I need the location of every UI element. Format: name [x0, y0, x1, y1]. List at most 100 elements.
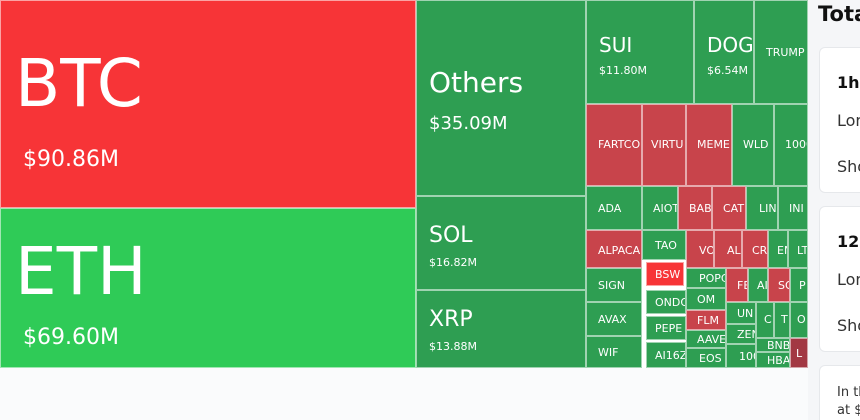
tile-alpaca[interactable]: ALPACA [586, 230, 642, 268]
tile-symbol: BSW [655, 268, 681, 281]
tile-symbol: BAB [689, 202, 712, 215]
tile-symbol: INI [789, 202, 804, 215]
tile-symbol: LIN [759, 202, 777, 215]
tile-avax[interactable]: AVAX [586, 302, 642, 336]
tile-symbol: O [797, 313, 806, 326]
tile-symbol: FE [737, 279, 747, 292]
tile-symbol: AI [757, 279, 768, 292]
tile-popc[interactable]: POPC [686, 268, 726, 288]
tile-symbol: XRP [429, 307, 473, 332]
tile-symbol: 1000 [785, 138, 807, 151]
tile-symbol: MEME [697, 138, 730, 151]
liquidation-summary-card: In th at $ [819, 365, 860, 420]
tile-eos[interactable]: EOS [686, 348, 726, 368]
tile-symbol: 100 [739, 350, 755, 363]
tile-eth[interactable]: ETH $69.60M [0, 208, 416, 368]
tile-ini[interactable]: INI [778, 186, 808, 230]
tile-symbol: AVAX [598, 313, 627, 326]
tile-sol[interactable]: SOL $16.82M [416, 196, 586, 290]
tile-ondo[interactable]: ONDO [646, 290, 686, 314]
tile-symbol: ADA [598, 202, 622, 215]
tile-symbol: VIRTU [651, 138, 684, 151]
tile-lt[interactable]: LT [788, 230, 808, 268]
tile-ada[interactable]: ADA [586, 186, 642, 230]
tile-symbol: HBA [767, 354, 790, 367]
card-short-label-1h: Sho [837, 157, 860, 176]
tile-symbol: LT [797, 244, 808, 257]
tile-a_mini[interactable]: AI [748, 268, 768, 302]
tile-un[interactable]: UN [726, 302, 756, 324]
tile-s_mini[interactable]: SO [768, 268, 790, 302]
tile-value: $16.82M [429, 256, 477, 269]
tile-meme[interactable]: MEME [686, 104, 732, 186]
tile-flm[interactable]: FLM [686, 310, 726, 330]
tile-btc[interactable]: BTC $90.86M [0, 0, 416, 208]
tile-symbol: C [764, 313, 772, 326]
card-long-label-12h: Lon [837, 270, 860, 289]
tile-p_mini[interactable]: P [790, 268, 808, 302]
tile-xrp[interactable]: XRP $13.88M [416, 290, 586, 368]
tile-sign[interactable]: SIGN [586, 268, 642, 302]
tile-t_mini[interactable]: T [774, 302, 790, 338]
tile-en[interactable]: EN [768, 230, 788, 268]
tile-wif[interactable]: WIF [586, 336, 642, 368]
tile-others[interactable]: Others $35.09M [416, 0, 586, 196]
tile-aave[interactable]: AAVE [686, 330, 726, 348]
tile-value: $69.60M [23, 325, 119, 350]
tile-trump[interactable]: TRUMP [754, 0, 808, 104]
tile-cat[interactable]: CAT [712, 186, 746, 230]
tile-symbol: FARTCO [598, 138, 641, 151]
tile-cr[interactable]: CR [742, 230, 768, 268]
tile-symbol: P [799, 279, 806, 292]
tile-symbol: AIOT [653, 202, 678, 215]
tile-o_mini[interactable]: O [790, 302, 808, 338]
tile-symbol: PEPE [655, 322, 683, 335]
tile-pepe[interactable]: PEPE [646, 316, 686, 340]
tile-al[interactable]: AL [714, 230, 742, 268]
tile-value: $11.80M [599, 64, 647, 77]
summary-text-line1: In th [837, 385, 860, 400]
tile-symbol: AI16Z [655, 349, 686, 362]
tile-tao[interactable]: TAO [642, 230, 686, 260]
tile-symbol: Others [429, 66, 524, 99]
tile-symbol: AL [727, 244, 741, 257]
tile-symbol: OM [697, 293, 716, 306]
liquidation-card-12h[interactable]: 12h Lon Sho [819, 206, 860, 352]
tile-zen[interactable]: ZEN [726, 324, 756, 344]
tile-ai16z[interactable]: AI16Z [646, 342, 686, 368]
tile-symbol: VO [699, 244, 714, 257]
tile-symbol: CAT [723, 202, 745, 215]
tile-wld[interactable]: WLD [732, 104, 774, 186]
tile-bnb[interactable]: BNB [756, 338, 790, 352]
tile-fartco[interactable]: FARTCO [586, 104, 642, 186]
tile-symbol: SUI [599, 33, 633, 57]
tile-fe[interactable]: FE [726, 268, 748, 302]
tile-c_mini[interactable]: C [756, 302, 774, 338]
totals-title: Tota [818, 2, 860, 26]
tile-sui[interactable]: SUI $11.80M [586, 0, 694, 104]
tile-om[interactable]: OM [686, 288, 726, 310]
tile-vo[interactable]: VO [686, 230, 714, 268]
tile-symbol: EOS [699, 352, 722, 365]
heatmap-footer-space [0, 368, 808, 420]
tile-100x[interactable]: 100 [726, 344, 756, 368]
tile-hba[interactable]: HBA [756, 352, 790, 368]
card-period-1h: 1h [837, 73, 860, 92]
tile-symbol: BTC [15, 45, 143, 122]
tile-bab[interactable]: BAB [678, 186, 712, 230]
tile-virtu[interactable]: VIRTU [642, 104, 686, 186]
tile-symbol: WLD [743, 138, 769, 151]
card-long-label-1h: Lon [837, 111, 860, 130]
tile-symbol: AAVE [697, 333, 726, 346]
tile-symbol: CR [752, 244, 768, 257]
tile-aiot[interactable]: AIOT [642, 186, 678, 230]
tile-bsw[interactable]: BSW [646, 262, 684, 286]
liquidation-card-1h[interactable]: 1h Lon Sho [819, 47, 860, 193]
tile-symbol: EN [777, 244, 787, 257]
tile-1000[interactable]: 1000 [774, 104, 808, 186]
tile-l_mini[interactable]: L [790, 338, 808, 368]
tile-symbol: DOG [707, 33, 754, 57]
tile-value: $35.09M [429, 113, 508, 134]
tile-lin[interactable]: LIN [746, 186, 778, 230]
tile-dog[interactable]: DOG $6.54M [694, 0, 754, 104]
